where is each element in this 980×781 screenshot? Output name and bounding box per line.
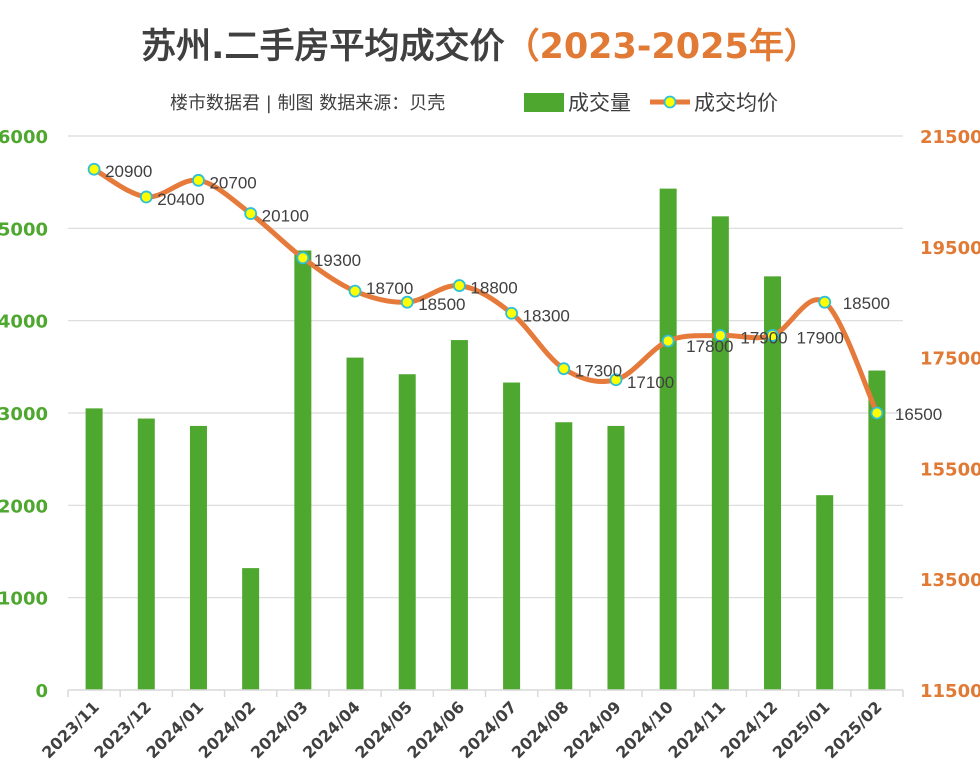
bar-2024/04 bbox=[346, 357, 364, 690]
price-marker-2025/02 bbox=[870, 406, 884, 420]
chart-subtitle: 楼市数据君 | 制图 数据来源：贝壳 bbox=[170, 93, 445, 114]
price-data-label: 17800 bbox=[686, 337, 733, 356]
right-axis-tick-label: 19500 bbox=[920, 238, 980, 259]
price-marker-2024/12 bbox=[766, 329, 779, 342]
price-marker-2024/09 bbox=[609, 373, 623, 387]
price-marker-2024/10 bbox=[661, 334, 675, 348]
data-labels: 20900 20400 20700 20100 19300 18700 18500 18800… bbox=[105, 162, 942, 424]
price-data-label: 18500 bbox=[418, 295, 465, 314]
bar-series bbox=[85, 188, 886, 690]
price-data-label: 18800 bbox=[470, 279, 517, 298]
price-marker-2023/11 bbox=[87, 162, 101, 176]
bar-2025/01 bbox=[816, 495, 834, 690]
bar-2024/08 bbox=[555, 422, 573, 690]
price-data-label: 16500 bbox=[895, 405, 942, 424]
gridlines bbox=[68, 135, 903, 599]
price-data-label: 18700 bbox=[366, 279, 413, 298]
right-axis-tick-label: 21500 bbox=[920, 127, 980, 148]
bar-2025/02 bbox=[868, 370, 886, 690]
right-axis-tick-label: 13500 bbox=[920, 570, 980, 591]
price-marker-2023/12 bbox=[139, 190, 153, 204]
left-axis-tick-label: 6000 bbox=[0, 127, 48, 148]
price-data-label: 17100 bbox=[627, 373, 674, 392]
legend: 成交量 成交均价 bbox=[524, 91, 778, 115]
chart-title-years: 2023-2025年 bbox=[539, 27, 783, 67]
right-axis-tick-label: 11500 bbox=[920, 681, 980, 702]
bar-2024/06 bbox=[450, 340, 468, 690]
legend-line-marker bbox=[663, 95, 677, 109]
bar-2024/05 bbox=[398, 374, 416, 690]
price-marker-2024/05 bbox=[400, 295, 414, 309]
price-data-label: 20900 bbox=[105, 162, 152, 181]
bar-2024/10 bbox=[659, 188, 677, 690]
left-axis-tick-label: 0 bbox=[35, 681, 48, 702]
price-data-label: 18300 bbox=[523, 306, 570, 325]
left-axis-tick-label: 3000 bbox=[0, 404, 48, 425]
right-axis-tick-label: 15500 bbox=[920, 459, 980, 480]
price-marker-2024/08 bbox=[557, 362, 571, 376]
price-marker-2024/04 bbox=[348, 284, 362, 298]
price-data-label: 17900 bbox=[740, 328, 787, 347]
bar-2024/09 bbox=[607, 425, 625, 690]
chart-title: 苏州.二手房平均成交价（2023-2025年） bbox=[141, 26, 819, 67]
price-data-label: 19300 bbox=[314, 251, 361, 270]
chart-title-main: 苏州.二手房平均成交价 bbox=[141, 26, 504, 67]
line-series bbox=[87, 162, 884, 420]
price-marker-2024/07 bbox=[505, 306, 518, 320]
price-marker-2024/03 bbox=[296, 251, 310, 265]
bar-2024/12 bbox=[764, 276, 782, 690]
price-marker-2024/02 bbox=[244, 207, 258, 220]
chart-title-paren-open: （ bbox=[504, 27, 539, 67]
price-marker-2024/06 bbox=[453, 279, 466, 292]
price-data-label: 20100 bbox=[262, 207, 309, 226]
bar-2023/12 bbox=[137, 418, 155, 690]
legend-bar-label: 成交量 bbox=[568, 91, 631, 115]
price-data-label: 20700 bbox=[209, 173, 256, 192]
bar-2024/03 bbox=[294, 250, 312, 690]
bar-2023/11 bbox=[85, 408, 103, 690]
left-axis-tick-label: 1000 bbox=[0, 589, 48, 610]
left-axis-tick-label: 4000 bbox=[0, 312, 48, 333]
price-marker-2024/01 bbox=[192, 173, 205, 187]
bar-2024/11 bbox=[711, 216, 729, 690]
legend-bar-swatch bbox=[524, 93, 564, 112]
bar-2024/01 bbox=[189, 425, 207, 690]
x-axis-tick-label: 2025/02 bbox=[821, 697, 886, 762]
price-marker-2024/11 bbox=[713, 329, 727, 342]
price-marker-2025/01 bbox=[818, 295, 832, 309]
price-data-label: 20400 bbox=[157, 190, 204, 209]
price-data-label: 17900 bbox=[797, 328, 844, 347]
chart-title-paren-close: ） bbox=[784, 27, 819, 67]
right-axis-tick-label: 17500 bbox=[920, 349, 980, 370]
price-data-label: 17300 bbox=[575, 362, 622, 381]
left-axis-tick-label: 2000 bbox=[0, 496, 48, 517]
bar-2024/07 bbox=[503, 382, 521, 690]
legend-line-label: 成交均价 bbox=[694, 91, 778, 115]
left-axis-tick-label: 5000 bbox=[0, 219, 48, 240]
bar-2024/02 bbox=[242, 568, 260, 690]
price-data-label: 18500 bbox=[843, 294, 890, 313]
